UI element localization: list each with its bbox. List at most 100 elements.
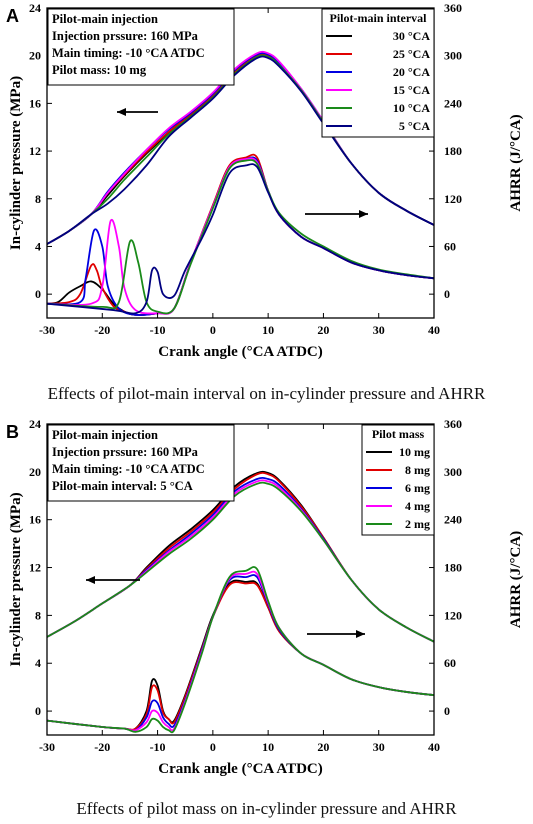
info-line: Main timing: -10 °CA ATDC bbox=[52, 462, 205, 476]
y-left-axis-label: In-cylinder pressure (MPa) bbox=[8, 492, 24, 666]
y-left-tick-label: 20 bbox=[29, 465, 41, 479]
info-line: Injection prssure: 160 MPa bbox=[52, 445, 199, 459]
legend-label: 10 mg bbox=[399, 445, 430, 459]
info-box bbox=[47, 8, 235, 86]
legend-label: 5 °CA bbox=[399, 119, 430, 133]
x-tick-label: 30 bbox=[373, 740, 385, 754]
axis-arrow-head bbox=[356, 630, 365, 638]
x-tick-label: -20 bbox=[94, 740, 110, 754]
panel-label: B bbox=[6, 422, 19, 442]
ahrr-line-10CA bbox=[47, 159, 434, 315]
axis-arrow-head bbox=[86, 576, 95, 584]
y-left-tick-label: 12 bbox=[29, 144, 41, 158]
y-left-axis-label: In-cylinder pressure (MPa) bbox=[8, 76, 24, 250]
x-tick-label: 20 bbox=[317, 323, 329, 337]
y-left-tick-label: 0 bbox=[35, 287, 41, 301]
ahrr-line-15CA bbox=[47, 157, 434, 315]
y-left-tick-label: 4 bbox=[35, 239, 41, 253]
y-right-tick-label: 180 bbox=[444, 561, 462, 575]
x-tick-label: 10 bbox=[262, 740, 274, 754]
pressure-line-2mg bbox=[47, 481, 434, 643]
y-right-tick-label: 120 bbox=[444, 608, 462, 622]
info-line: Main timing: -10 °CA ATDC bbox=[52, 46, 205, 60]
legend-box bbox=[361, 424, 435, 536]
x-tick-label: -30 bbox=[39, 740, 55, 754]
info-box bbox=[47, 424, 235, 502]
y-left-tick-label: 24 bbox=[29, 1, 41, 15]
panel-b: B-30 -20 -10 0 10 20 30 40048121620240601201802… bbox=[6, 417, 524, 777]
caption-panel-a: Effects of pilot-main interval on in-cyl… bbox=[47, 384, 486, 403]
x-tick-label: 0 bbox=[210, 740, 216, 754]
x-axis-label: Crank angle (°CA ATDC) bbox=[158, 761, 322, 777]
ahrr-line-10mg bbox=[47, 579, 434, 731]
y-left-tick-label: 24 bbox=[29, 417, 41, 431]
y-left-tick-label: 8 bbox=[35, 192, 41, 206]
ahrr-line-6mg bbox=[47, 574, 434, 732]
info-line: Pilot mass: 10 mg bbox=[52, 63, 147, 77]
y-left-tick-label: 4 bbox=[35, 656, 41, 670]
y-right-tick-label: 180 bbox=[444, 144, 462, 158]
y-left-tick-label: 12 bbox=[29, 561, 41, 575]
ahrr-line-25CA bbox=[47, 153, 434, 316]
y-right-axis-label: AHRR (J/°CA) bbox=[508, 531, 524, 628]
series-group bbox=[47, 50, 434, 316]
x-tick-label: 0 bbox=[210, 323, 216, 337]
panel-label: A bbox=[6, 6, 19, 26]
axis-arrow-head bbox=[359, 210, 368, 218]
info-line: Pilot-main injection bbox=[52, 428, 158, 442]
y-right-tick-label: 300 bbox=[444, 465, 462, 479]
y-right-tick-label: 360 bbox=[444, 1, 462, 15]
info-line: Pilot-main injection bbox=[52, 12, 158, 26]
caption-panel-b: Effects of pilot mass on in-cylinder pre… bbox=[76, 799, 457, 818]
legend-label: 2 mg bbox=[405, 517, 430, 531]
y-left-tick-label: 0 bbox=[35, 704, 41, 718]
y-right-tick-label: 60 bbox=[444, 656, 456, 670]
ahrr-line-5CA bbox=[47, 163, 434, 315]
x-tick-label: 10 bbox=[262, 323, 274, 337]
plot-frame bbox=[46, 7, 435, 319]
y-right-tick-label: 240 bbox=[444, 513, 462, 527]
ahrr-line-30CA bbox=[47, 156, 434, 316]
legend-title: Pilot-main interval bbox=[330, 11, 428, 25]
legend-label: 10 °CA bbox=[393, 101, 430, 115]
info-line: Injection prssure: 160 MPa bbox=[52, 29, 199, 43]
legend-label: 8 mg bbox=[405, 463, 430, 477]
x-axis-label: Crank angle (°CA ATDC) bbox=[158, 344, 322, 360]
legend-label: 25 °CA bbox=[393, 47, 430, 61]
y-right-tick-label: 120 bbox=[444, 192, 462, 206]
legend-label: 15 °CA bbox=[393, 83, 430, 97]
y-left-tick-label: 20 bbox=[29, 49, 41, 63]
pressure-line-5CA bbox=[47, 55, 434, 245]
ahrr-line-4mg bbox=[47, 570, 434, 732]
plot-frame bbox=[46, 423, 435, 736]
x-tick-label: 30 bbox=[373, 323, 385, 337]
legend-label: 6 mg bbox=[405, 481, 430, 495]
legend-title: Pilot mass bbox=[372, 427, 425, 441]
legend-label: 30 °CA bbox=[393, 29, 430, 43]
info-line: Pilot-main interval: 5 °CA bbox=[52, 479, 193, 493]
y-left-tick-label: 8 bbox=[35, 608, 41, 622]
x-tick-label: 20 bbox=[317, 740, 329, 754]
legend-label: 20 °CA bbox=[393, 65, 430, 79]
axis-arrow-head bbox=[117, 108, 126, 116]
legend-label: 4 mg bbox=[405, 499, 430, 513]
series-group bbox=[47, 470, 434, 734]
x-tick-label: -20 bbox=[94, 323, 110, 337]
y-left-tick-label: 16 bbox=[29, 96, 41, 110]
y-right-tick-label: 60 bbox=[444, 239, 456, 253]
x-tick-label: -10 bbox=[150, 323, 166, 337]
x-tick-label: 40 bbox=[428, 323, 440, 337]
y-left-tick-label: 16 bbox=[29, 513, 41, 527]
ahrr-line-8mg bbox=[47, 581, 434, 731]
x-tick-label: 40 bbox=[428, 740, 440, 754]
ahrr-line-2mg bbox=[47, 566, 434, 734]
y-right-tick-label: 240 bbox=[444, 96, 462, 110]
y-right-tick-label: 0 bbox=[444, 287, 450, 301]
y-right-tick-label: 360 bbox=[444, 417, 462, 431]
x-tick-label: -30 bbox=[39, 323, 55, 337]
panel-a: A-30 -20 -10 0 10 20 30 40048121620240601201802… bbox=[6, 1, 524, 360]
x-tick-label: -10 bbox=[150, 740, 166, 754]
y-right-tick-label: 0 bbox=[444, 704, 450, 718]
y-right-axis-label: AHRR (J/°CA) bbox=[508, 114, 524, 211]
